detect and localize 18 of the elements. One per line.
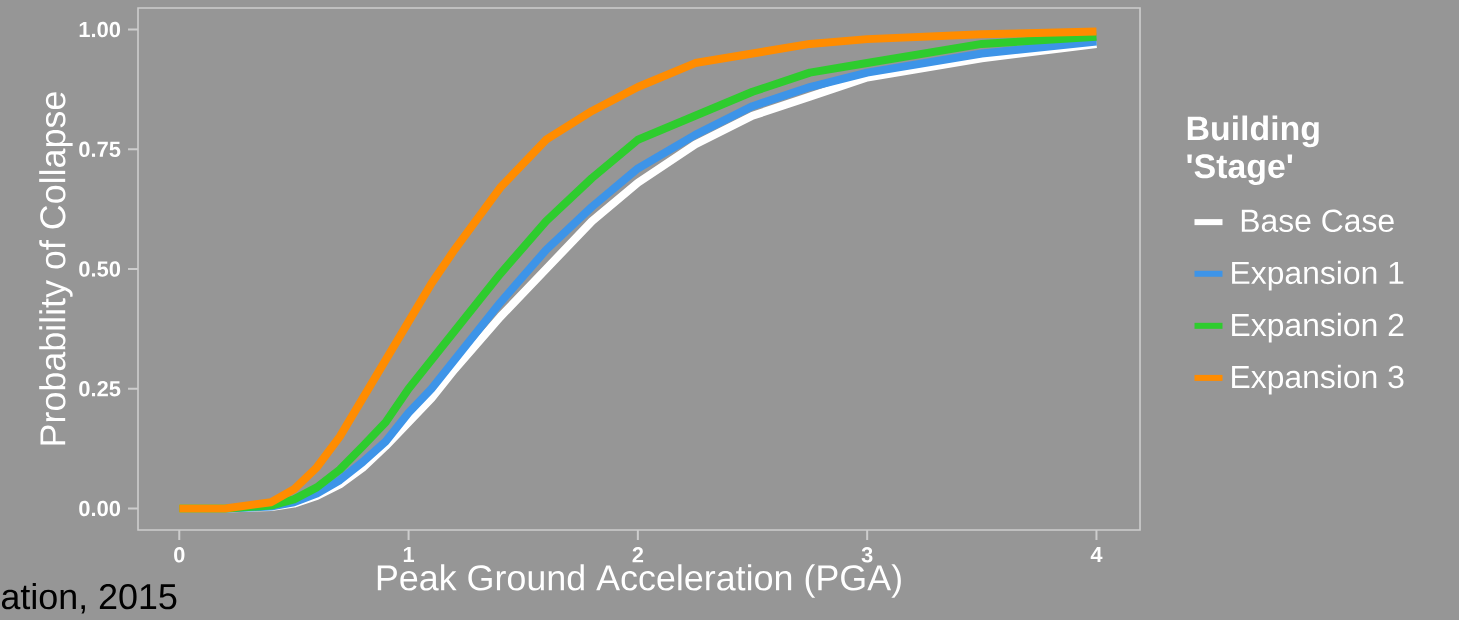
x-tick-label: 2 bbox=[632, 547, 644, 563]
text: ation, 2015 bbox=[1, 583, 177, 614]
legend-label: Expansion 3 bbox=[1232, 364, 1404, 395]
y-axis-title: Probability of Collapse bbox=[39, 92, 73, 445]
y-tick-label: 0.25 bbox=[79, 380, 121, 397]
x-tick-label: 0 bbox=[174, 547, 185, 563]
x-axis-title: Peak Ground Acceleration (PGA) bbox=[377, 564, 901, 598]
legend-title: Building 'Stage' bbox=[1187, 115, 1319, 186]
legend-label: Expansion 2 bbox=[1232, 312, 1404, 343]
y-tick-label: 0.00 bbox=[79, 500, 121, 517]
x-tick-label: 3 bbox=[861, 547, 873, 563]
x-tick-label: 1 bbox=[403, 547, 415, 563]
y-tick-label: 0.50 bbox=[79, 261, 121, 277]
legend-label: Base Case bbox=[1241, 209, 1394, 233]
legend-label: Expansion 1 bbox=[1232, 260, 1404, 291]
x-tick-label: 4 bbox=[1090, 547, 1103, 563]
y-tick-label: 1.00 bbox=[79, 21, 121, 38]
y-tick-label: 0.75 bbox=[79, 141, 121, 158]
